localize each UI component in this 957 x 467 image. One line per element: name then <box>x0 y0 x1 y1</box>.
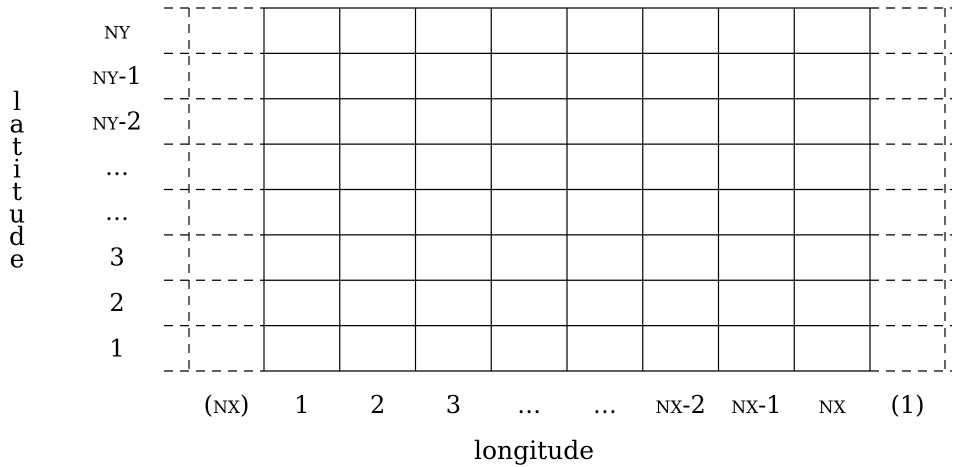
y-axis-title-letter: d <box>9 222 25 251</box>
row-label: … <box>105 198 129 226</box>
y-axis-title-letter: i <box>13 155 21 184</box>
y-axis-title-letter: a <box>10 110 25 139</box>
column-label: 3 <box>446 391 461 419</box>
y-axis-title-letter: l <box>13 87 21 116</box>
column-label: 1 <box>294 391 309 419</box>
y-axis-title-letter: t <box>12 177 22 206</box>
column-label: NX-1 <box>731 391 781 419</box>
row-label: … <box>105 153 129 181</box>
y-axis-title-letter: t <box>12 132 22 161</box>
column-label: (1) <box>891 391 925 419</box>
interior-grid <box>263 7 871 372</box>
halo-grid <box>164 7 952 372</box>
row-label: 1 <box>109 334 124 362</box>
row-label: NY-1 <box>92 62 142 90</box>
grid-horizontal-lines <box>264 7 870 372</box>
column-label: NX-2 <box>655 391 705 419</box>
row-label: NY-2 <box>92 107 142 135</box>
y-axis-title-letter: u <box>9 200 25 229</box>
row-label: 3 <box>109 244 124 272</box>
column-label: (NX) <box>204 391 250 419</box>
row-labels: NY NY-1 NY-2 … … 3 2 1 <box>92 24 142 363</box>
column-label: 2 <box>370 391 385 419</box>
row-label: NY <box>104 24 131 44</box>
column-labels: (NX) 1 2 3 … … NX-2 NX-1 NX (1) <box>204 391 925 419</box>
column-label: … <box>593 391 617 419</box>
halo-row-lines <box>164 52 952 327</box>
column-label: NX <box>819 398 847 418</box>
y-axis-title-letter: e <box>10 245 25 274</box>
x-axis-title: longitude <box>474 436 594 465</box>
column-label: … <box>517 391 541 419</box>
row-label: 2 <box>109 289 124 317</box>
